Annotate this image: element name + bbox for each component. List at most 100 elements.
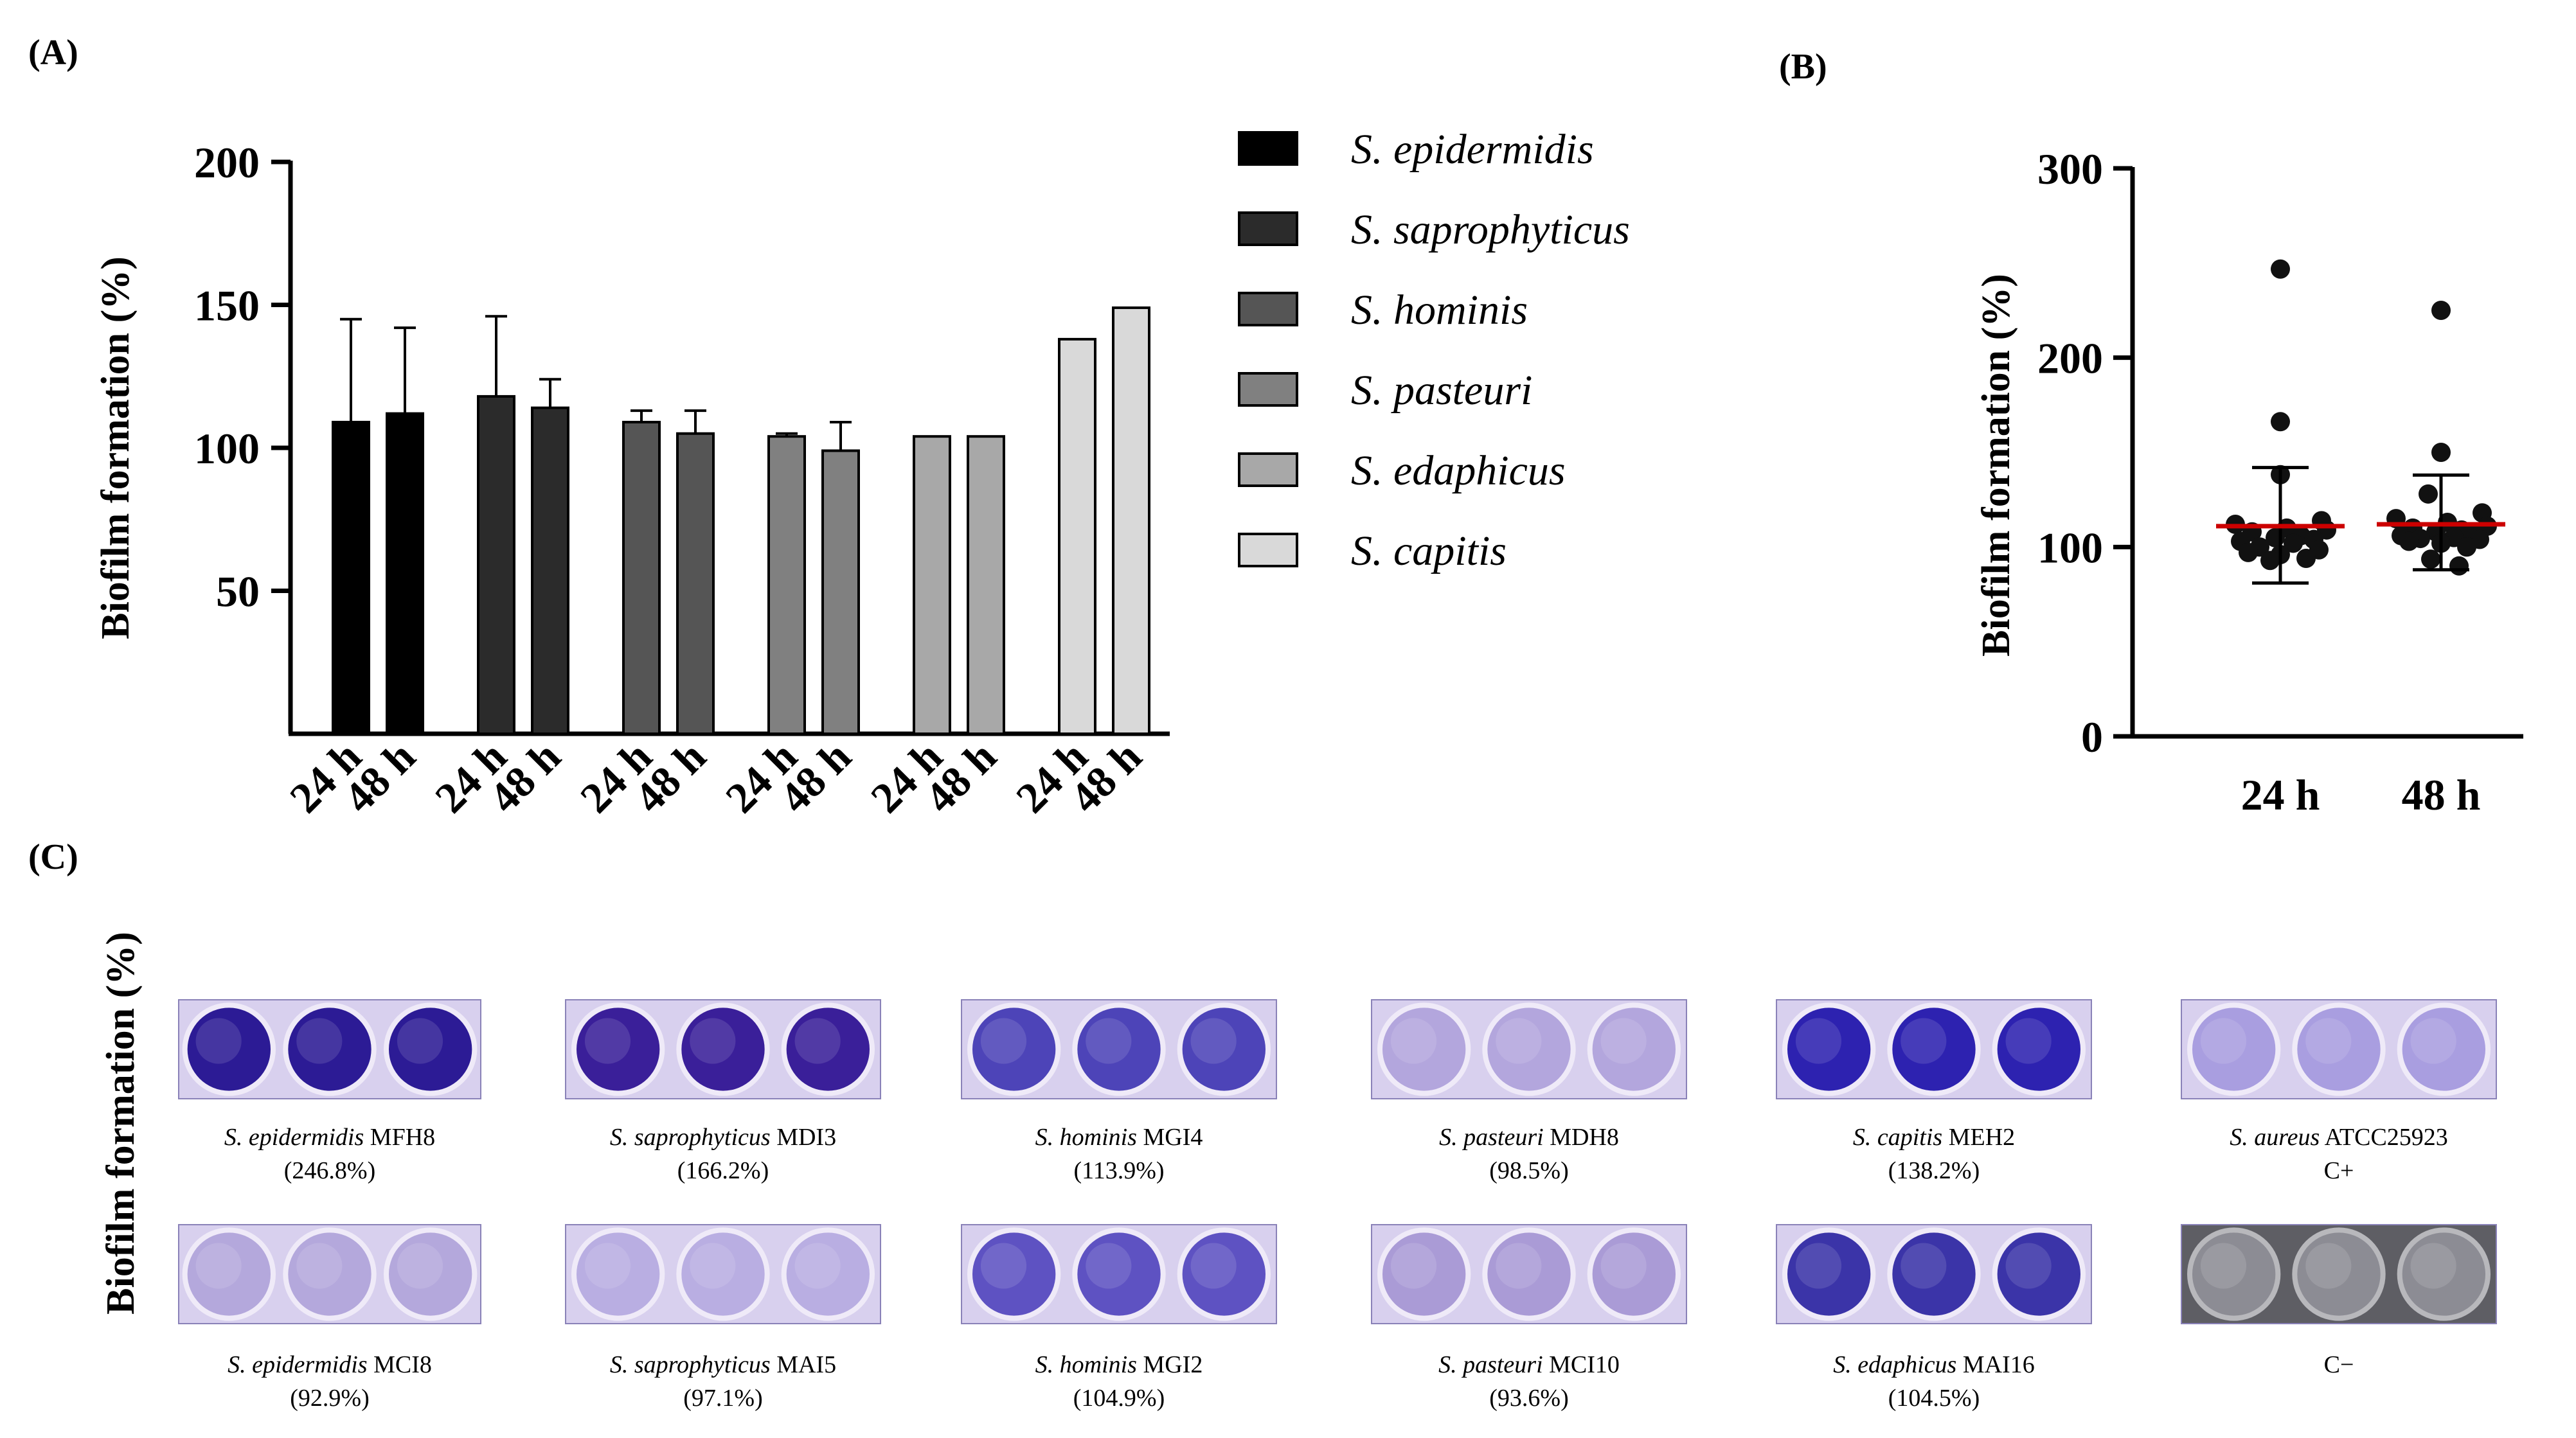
plate-well-highlight <box>980 1243 1027 1289</box>
panel-label-b: (B) <box>1779 47 1827 87</box>
plate-well <box>576 1007 660 1091</box>
plate-well <box>1997 1232 2081 1316</box>
plate-well <box>1487 1232 1571 1316</box>
plate-well-highlight <box>1390 1243 1437 1289</box>
chart-b-point <box>2271 412 2290 432</box>
plate-well-highlight <box>794 1018 841 1064</box>
plate-value: (104.9%) <box>1073 1385 1165 1412</box>
plate-strain: MFH8 <box>364 1124 435 1151</box>
plate-well-highlight <box>1496 1243 1542 1289</box>
plate-species: S. hominis <box>1035 1351 1137 1378</box>
plate-well <box>1787 1232 1871 1316</box>
chart-a-bar <box>531 406 569 735</box>
plate-well <box>288 1007 371 1091</box>
plate-caption: S. pasteuri MCI10 <box>1438 1351 1620 1378</box>
plate-strain: MDH8 <box>1544 1124 1619 1151</box>
plate-well <box>1892 1007 1976 1091</box>
plate-value: (166.2%) <box>677 1157 769 1184</box>
plate-value: (92.9%) <box>290 1385 369 1412</box>
chart-b-xtick-label: 24 h <box>2241 770 2320 819</box>
plate-well-highlight <box>1086 1243 1132 1289</box>
plate-species: S. hominis <box>1035 1124 1137 1151</box>
chart-b-ytick-label: 300 <box>2037 145 2103 193</box>
plate-caption: S. saprophyticus MDI3 <box>610 1124 836 1151</box>
legend-label: S. saprophyticus <box>1351 206 1630 253</box>
plate-caption: S. pasteuri MDH8 <box>1439 1124 1619 1151</box>
legend-swatch <box>1238 452 1298 487</box>
plate-well <box>1182 1232 1266 1316</box>
panel-label-c: (C) <box>28 837 78 877</box>
plate-well-highlight <box>195 1243 242 1289</box>
plate-well-highlight <box>1795 1243 1842 1289</box>
plate-strain: ATCC25923 <box>2320 1124 2448 1151</box>
chart-a-y-title: Biofilm formation (%) <box>94 256 138 639</box>
panel-c: Biofilm formation (%) S. epidermidis MFH8… <box>99 932 2497 1412</box>
plate-caption: C− <box>2324 1351 2354 1378</box>
plate-well <box>2192 1007 2276 1091</box>
plate-well-highlight <box>690 1018 736 1064</box>
plate-well-highlight <box>1795 1018 1842 1064</box>
legend-label: S. hominis <box>1351 287 1528 333</box>
plate-well-highlight <box>2410 1243 2456 1289</box>
chart-a-bar <box>821 449 860 735</box>
chart-b-point <box>2431 301 2451 320</box>
plate-species: S. saprophyticus <box>610 1351 771 1378</box>
plate-well-highlight <box>2305 1018 2352 1064</box>
plate-well <box>1382 1232 1466 1316</box>
plate-well-highlight <box>1600 1243 1647 1289</box>
plate-well <box>786 1232 870 1316</box>
plate-well <box>2192 1232 2276 1316</box>
chart-a-legend: S. epidermidis S. saprophyticus S. hominis… <box>1238 126 1630 574</box>
plate-well-highlight <box>584 1018 631 1064</box>
plate-well <box>288 1232 371 1316</box>
plate-well-highlight <box>1086 1018 1132 1064</box>
plate-well-highlight <box>794 1243 841 1289</box>
plate-well <box>972 1232 1056 1316</box>
legend-swatch <box>1238 131 1298 166</box>
plate-strain: MCI10 <box>1543 1351 1620 1378</box>
chart-a-bar <box>386 412 424 735</box>
plate-strain: MGI4 <box>1137 1124 1203 1151</box>
plate-well <box>972 1007 1056 1091</box>
plate-well <box>786 1007 870 1091</box>
plate-caption: S. edaphicus MAI16 <box>1833 1351 2034 1378</box>
plate-well <box>1182 1007 1266 1091</box>
plate-well <box>1077 1007 1161 1091</box>
chart-b-point <box>2260 551 2280 571</box>
plate-well <box>187 1232 271 1316</box>
plate-well-highlight <box>296 1018 343 1064</box>
plate-well-highlight <box>690 1243 736 1289</box>
plate-caption: S. epidermidis MCI8 <box>228 1351 432 1378</box>
plate-well <box>1787 1007 1871 1091</box>
plate-well-highlight <box>1600 1018 1647 1064</box>
chart-a-bar <box>913 435 951 735</box>
plate-well <box>681 1232 765 1316</box>
plate-well-highlight <box>2200 1018 2247 1064</box>
plate-well <box>1487 1007 1571 1091</box>
plate-caption: S. hominis MGI2 <box>1035 1351 1203 1378</box>
legend-label: S. epidermidis <box>1351 126 1594 173</box>
chart-a-bar <box>622 420 661 735</box>
chart-b-ytick-label: 0 <box>2081 713 2103 761</box>
plate-value: (138.2%) <box>1888 1157 1980 1184</box>
chart-a-ytick-label: 200 <box>194 138 260 187</box>
plate-well <box>1892 1232 1976 1316</box>
legend-swatch <box>1238 211 1298 246</box>
plate-species: S. edaphicus <box>1833 1351 1956 1378</box>
chart-b-ytick-label: 200 <box>2037 334 2103 383</box>
plate-strain: MDI3 <box>771 1124 836 1151</box>
plate-well-highlight <box>2410 1018 2456 1064</box>
plate-value: (113.9%) <box>1073 1157 1164 1184</box>
legend-swatch <box>1238 372 1298 407</box>
legend-swatch <box>1238 292 1298 326</box>
plate-well <box>576 1232 660 1316</box>
plate-strain: MEH2 <box>1942 1124 2015 1151</box>
chart-b-point <box>2284 533 2303 553</box>
plate-strain: MAI5 <box>771 1351 836 1378</box>
chart-b-ytick-label: 100 <box>2037 523 2103 572</box>
plate-species: S. epidermidis <box>228 1351 367 1378</box>
plate-well <box>388 1007 472 1091</box>
plate-well-highlight <box>2200 1243 2247 1289</box>
